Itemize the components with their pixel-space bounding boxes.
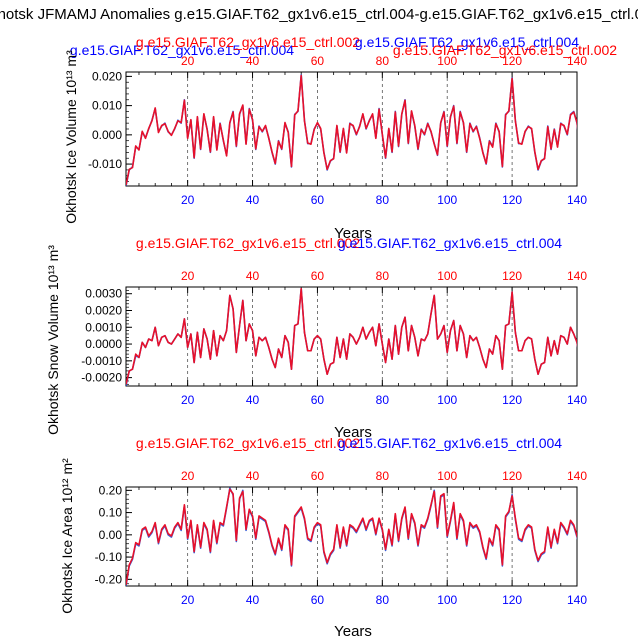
panel-3-x-tick-label-bottom: 80 (376, 593, 390, 607)
panel-3-x-tick-label-top: 40 (246, 469, 260, 483)
panel-2-series-ctrl002-line (126, 287, 577, 385)
panel-2-y-tick-label: 0.0010 (85, 320, 122, 334)
panel-3-x-tick-label-bottom: 40 (246, 593, 260, 607)
panel-2-y-tick-label: 0.0000 (85, 337, 122, 351)
panel-1-red-case-label-right: g.e15.GIAF.T62_gx1v6.e15_ctrl.002 (393, 42, 617, 58)
panel-2-x-tick-label-bottom: 40 (246, 393, 260, 407)
panel-3-x-tick-label-top: 80 (376, 469, 390, 483)
panel-3-blue-case-label: g.e15.GIAF.T62_gx1v6.e15_ctrl.004 (338, 435, 562, 451)
panel-3-x-tick-label-bottom: 140 (567, 593, 587, 607)
panel-2-y-tick-label: -0.0010 (81, 354, 122, 368)
panel-1-x-tick-label-top: 60 (311, 54, 325, 68)
panel-2-x-tick-label-top: 60 (311, 269, 325, 283)
panel-1-x-tick-label-bottom: 100 (437, 193, 457, 207)
panel-1-y-tick-label: 0.020 (92, 69, 122, 83)
panel-3-x-tick-label-top: 140 (567, 469, 587, 483)
panel-1-x-tick-label-top: 100 (437, 54, 457, 68)
panel-1-x-tick-label-bottom: 80 (376, 193, 390, 207)
panel-2-y-tick-label: 0.0020 (85, 303, 122, 317)
panel-2-x-tick-label-top: 40 (246, 269, 260, 283)
panel-1-red-case-label: g.e15.GIAF.T62_gx1v6.e15_ctrl.002 (136, 34, 360, 50)
panel-1-blue-case-label-right: g.e15.GIAF.T62_gx1v6.e15_ctrl.004 (355, 34, 579, 50)
panel-2-blue-case-label: g.e15.GIAF.T62_gx1v6.e15_ctrl.004 (338, 235, 562, 251)
panel-1-x-tick-label-bottom: 60 (311, 193, 325, 207)
panel-3-y-tick-label: 0.20 (99, 483, 123, 497)
panel-1-x-tick-label-top: 120 (502, 54, 522, 68)
panel-1-x-axis-label: Years (334, 225, 372, 242)
panel-3-red-case-label: g.e15.GIAF.T62_gx1v6.e15_ctrl.002 (136, 435, 360, 451)
panel-3-x-tick-label-top: 100 (437, 469, 457, 483)
panel-2-y-axis-label: Okhotsk Snow Volume 10¹³ m³ (45, 245, 61, 435)
panel-3-x-tick-label-top: 60 (311, 469, 325, 483)
panel-1-frame (125, 71, 578, 187)
panel-1-blue-case-label: g.e15.GIAF.T62_gx1v6.e15_ctrl.004 (70, 42, 294, 58)
panel-3-x-tick-label-top: 120 (502, 469, 522, 483)
panel-3-y-tick-label: 0.00 (99, 528, 123, 542)
panel-3: 20 20 40 40 60 60 80 80 100 100 120 120 140 140 0.20 0.… (95, 469, 588, 607)
panel-1-y-tick-label: -0.010 (88, 157, 122, 171)
panel-1-y-tick-label: 0.010 (92, 99, 122, 113)
panel-2-x-tick-label-top: 100 (437, 269, 457, 283)
panel-2-x-tick-label-bottom: 80 (376, 393, 390, 407)
panel-1-x-tick-label-top: 140 (567, 54, 587, 68)
panel-2-x-tick-label-top: 120 (502, 269, 522, 283)
panel-2-x-tick-label-bottom: 120 (502, 393, 522, 407)
panel-1-x-tick-label-bottom: 140 (567, 193, 587, 207)
panel-2-red-case-label: g.e15.GIAF.T62_gx1v6.e15_ctrl.002 (136, 235, 360, 251)
panel-2-x-tick-label-bottom: 60 (311, 393, 325, 407)
figure-title: Okhotsk JFMAMJ Anomalies g.e15.GIAF.T62_… (0, 6, 638, 23)
panel-2-x-axis-label: Years (334, 424, 372, 441)
panel-3-x-tick-label-bottom: 60 (311, 593, 325, 607)
panel-1-x-tick-label-bottom: 120 (502, 193, 522, 207)
panel-2: 20 20 40 40 60 60 80 80 100 100 120 120 140 140 0.0030… (81, 269, 587, 407)
panel-3-x-tick-label-top: 20 (181, 469, 195, 483)
panel-3-x-tick-label-bottom: 120 (502, 593, 522, 607)
panel-2-x-tick-label-top: 80 (376, 269, 390, 283)
panel-3-x-axis-label: Years (334, 623, 372, 638)
panel-2-frame (125, 286, 578, 387)
panel-1: 20 20 40 40 60 60 80 80 100 100 120 120 140 140 0.020 0… (88, 54, 587, 207)
panel-3-series-ctrl002-line (126, 488, 577, 586)
panel-1-x-tick-label-top: 80 (376, 54, 390, 68)
panel-1-y-axis-label: Okhotsk Ice Volume 10¹³ m³ (63, 50, 79, 224)
panel-1-x-tick-label-top: 20 (181, 54, 195, 68)
panel-2-x-tick-label-top: 140 (567, 269, 587, 283)
panel-2-y-tick-label: -0.0020 (81, 371, 122, 385)
panel-3-y-tick-label: 0.10 (99, 506, 123, 520)
panel-3-x-tick-label-bottom: 100 (437, 593, 457, 607)
panel-1-x-tick-label-bottom: 20 (181, 193, 195, 207)
panel-3-y-tick-label: -0.20 (95, 572, 123, 586)
panel-1-x-tick-label-top: 40 (246, 54, 260, 68)
panel-1-x-tick-label-bottom: 40 (246, 193, 260, 207)
panel-3-y-tick-label: -0.10 (95, 550, 123, 564)
panel-2-x-tick-label-bottom: 140 (567, 393, 587, 407)
panel-3-x-tick-label-bottom: 20 (181, 593, 195, 607)
panel-2-y-tick-label: 0.0030 (85, 287, 122, 301)
panel-2-x-tick-label-bottom: 100 (437, 393, 457, 407)
panel-3-y-axis-label: Okhotsk Ice Area 10¹² m² (59, 458, 75, 614)
panel-1-series-ctrl002-line (126, 74, 577, 186)
panel-2-x-tick-label-top: 20 (181, 269, 195, 283)
panels: 20 20 40 40 60 60 80 80 100 100 120 120 140 140 0.020 0… (81, 54, 587, 607)
panel-1-y-tick-label: 0.000 (92, 128, 122, 142)
panel-3-frame (125, 486, 578, 587)
panel-2-x-tick-label-bottom: 20 (181, 393, 195, 407)
